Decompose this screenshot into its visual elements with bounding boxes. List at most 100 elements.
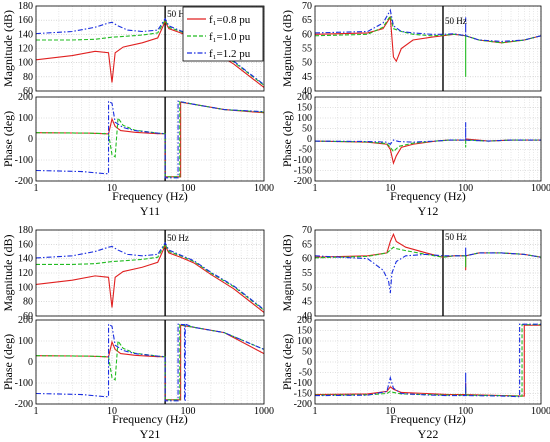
- y-tick-label: 60: [302, 29, 312, 40]
- y-axis-label: Phase (deg): [1, 111, 15, 167]
- y-tick-label: 55: [302, 268, 312, 279]
- series-line: [315, 14, 541, 77]
- y-tick-label: 200: [18, 315, 33, 326]
- y-tick-label: 0: [28, 357, 33, 368]
- legend-entry: f₁=1.0 pu: [209, 31, 251, 43]
- x-axis-label: Frequency (Hz): [112, 189, 188, 203]
- y-tick-label: 140: [18, 254, 33, 265]
- y-tick-label: -50: [299, 368, 312, 379]
- y-tick-label: 45: [302, 297, 312, 308]
- y-tick-label: 60: [23, 86, 33, 97]
- y-tick-label: 180: [18, 225, 33, 236]
- y-tick-label: 60: [23, 311, 33, 322]
- x-tick-label: 100: [458, 183, 473, 194]
- y-tick-label: 200: [297, 315, 312, 326]
- series-line: [315, 324, 541, 397]
- series-line: [36, 101, 264, 178]
- y-tick-label: -100: [15, 155, 33, 166]
- x-axis-label: Frequency (Hz): [390, 189, 466, 203]
- y-axis-label: Phase (deg): [1, 334, 15, 390]
- chart-y22: 40 45 50 55 60 65 70 Magnitude (dB) 50 Hz -200-15…: [280, 225, 550, 441]
- series-line: [36, 241, 264, 310]
- y-tick-label: -150: [294, 166, 312, 177]
- series-line: [315, 324, 541, 397]
- series-line: [36, 17, 264, 86]
- legend-entry: f₁=0.8 pu: [209, 14, 251, 26]
- y-tick-label: 50: [302, 347, 312, 358]
- y-tick-label: 160: [18, 239, 33, 250]
- y-tick-label: 40: [302, 86, 312, 97]
- marker-label: 50 Hz: [445, 16, 467, 26]
- x-axis-label: Frequency (Hz): [390, 412, 466, 426]
- y-tick-label: 40: [302, 311, 312, 322]
- plot-frame: [35, 5, 265, 92]
- y-tick-label: -200: [15, 399, 33, 410]
- series-line: [315, 138, 541, 166]
- y-tick-label: 70: [302, 225, 312, 236]
- x-tick-label: 100: [181, 406, 196, 417]
- y-tick-label: 55: [302, 44, 312, 55]
- legend-box: [182, 6, 264, 62]
- x-tick-label: 10: [385, 406, 395, 417]
- y-tick-label: 100: [18, 336, 33, 347]
- series-line: [315, 8, 541, 42]
- series-line: [36, 100, 264, 178]
- chart-title: Y22: [418, 427, 439, 441]
- plot-frame: [314, 96, 542, 182]
- series-line: [315, 247, 541, 294]
- x-tick-label: 1000: [531, 406, 550, 417]
- plot-frame: [35, 319, 265, 405]
- y-tick-label: 100: [18, 58, 33, 69]
- y-tick-label: 65: [302, 15, 312, 26]
- legend-entry: f₁=1.2 pu: [209, 48, 251, 60]
- y-tick-label: 200: [18, 92, 33, 103]
- y-tick-label: 0: [28, 134, 33, 145]
- y-axis-label: Magnitude (dB): [280, 235, 294, 312]
- series-line: [315, 15, 541, 63]
- y-tick-label: 150: [297, 326, 312, 337]
- chart-title: Y12: [418, 204, 439, 218]
- y-tick-label: 100: [297, 113, 312, 124]
- y-tick-label: 120: [18, 268, 33, 279]
- legend: f₁=0.8 pu f₁=1.0 pu f₁=1.2 pu: [182, 6, 264, 62]
- y-tick-label: 200: [297, 92, 312, 103]
- y-tick-label: -200: [294, 399, 312, 410]
- series-line: [36, 324, 264, 401]
- y-tick-label: -150: [294, 389, 312, 400]
- y-tick-label: -50: [299, 145, 312, 156]
- y-axis-label: Phase (deg): [280, 334, 294, 390]
- y-axis-label: Magnitude (dB): [280, 10, 294, 87]
- plot-frame: [314, 229, 542, 317]
- y-tick-label: 45: [302, 72, 312, 83]
- y-tick-label: 50: [302, 124, 312, 135]
- y-axis-label: Phase (deg): [280, 111, 294, 167]
- chart-y12: 40 45 50 55 60 65 70 Magnitude (dB) 50 Hz -200-15…: [280, 1, 550, 218]
- magnitude-panel: 40 45 50 55 60 65 70 Magnitude (dB) 50 Hz: [280, 225, 542, 322]
- chart-title: Y11: [140, 204, 160, 218]
- plot-frame: [35, 96, 265, 182]
- marker-label: 50 Hz: [167, 9, 189, 19]
- x-tick-label: 1: [313, 183, 318, 194]
- y-tick-label: -100: [294, 155, 312, 166]
- y-axis-label: Magnitude (dB): [1, 235, 15, 312]
- plot-frame: [314, 319, 542, 405]
- series-line: [36, 243, 264, 311]
- y-tick-label: 100: [18, 282, 33, 293]
- marker-label: 50 Hz: [445, 232, 467, 242]
- y-tick-label: 180: [18, 1, 33, 12]
- y-tick-label: 160: [18, 15, 33, 26]
- x-tick-label: 1000: [254, 183, 274, 194]
- x-tick-label: 1: [34, 183, 39, 194]
- y-tick-label: 100: [18, 113, 33, 124]
- y-tick-label: 70: [302, 1, 312, 12]
- series-line: [36, 100, 264, 179]
- x-tick-label: 1000: [254, 406, 274, 417]
- marker-label: 50 Hz: [167, 233, 189, 243]
- y-tick-label: -200: [294, 176, 312, 187]
